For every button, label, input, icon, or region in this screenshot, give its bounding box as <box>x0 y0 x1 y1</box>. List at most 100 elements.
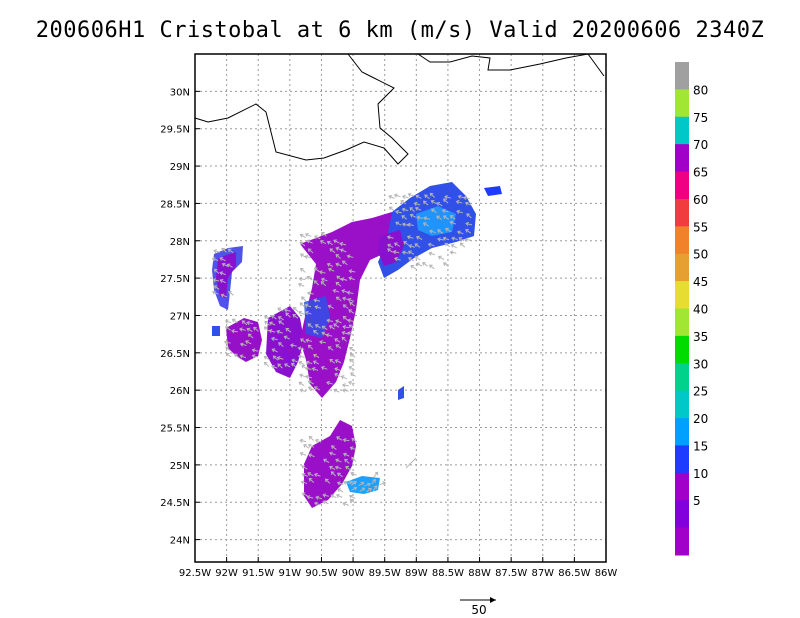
wind-vector <box>299 278 306 281</box>
wind-vector <box>349 359 355 364</box>
wind-vector-head <box>213 249 217 254</box>
lon-tick-label: 86W <box>595 568 618 579</box>
wind-vector <box>465 202 472 206</box>
wind-vector-head <box>408 250 412 255</box>
lon-tick-label: 88W <box>468 568 491 579</box>
wind-vector-head <box>221 247 225 252</box>
wind-vector <box>343 316 349 321</box>
wind-vector <box>219 272 226 276</box>
wind-vector <box>415 195 422 199</box>
wind-vector <box>273 355 279 361</box>
wind-vector <box>336 275 343 281</box>
wind-vector <box>437 229 444 234</box>
wind-vector <box>313 330 319 335</box>
wind-vector <box>271 337 278 341</box>
wind-vector <box>394 257 401 261</box>
wind-vector <box>222 263 229 267</box>
wind-vector <box>358 481 364 487</box>
wind-vector <box>248 333 254 339</box>
wind-vector-head <box>348 380 352 385</box>
wind-vector <box>305 233 312 237</box>
wind-vector-head <box>387 248 391 252</box>
wind-vector <box>305 304 312 308</box>
wind-vector-head <box>245 340 249 345</box>
wind-vector <box>300 338 306 343</box>
wind-vector-head <box>228 291 232 295</box>
wind-vector-head <box>330 494 335 498</box>
wind-vector <box>285 328 292 333</box>
wind-vector <box>350 372 357 377</box>
lon-tick-label: 87W <box>531 568 554 579</box>
wind-vector-head <box>346 290 351 295</box>
wind-vector-head <box>373 485 378 490</box>
wind-vector-head <box>263 355 268 360</box>
wind-vector-head <box>342 296 346 301</box>
wind-vector <box>460 242 466 248</box>
wind-vector-head <box>335 246 340 251</box>
wind-vector-head <box>333 323 337 328</box>
wind-vector-head <box>349 499 354 503</box>
wind-vector-head <box>308 435 313 440</box>
wind-vector <box>300 268 306 273</box>
wind-vector <box>336 296 342 302</box>
wind-vector-head <box>341 383 346 388</box>
wind-vector-head <box>465 221 470 227</box>
wind-vector-head <box>449 215 454 219</box>
colorbar-swatch <box>675 527 689 556</box>
lat-tick-label: 27N <box>170 311 190 322</box>
wind-vector <box>319 341 326 344</box>
wind-vector-head <box>368 487 372 492</box>
wind-vector <box>212 291 219 295</box>
wind-vector <box>221 294 228 298</box>
wind-vector-head <box>372 478 376 483</box>
wind-vector-head <box>227 248 232 253</box>
wind-vector <box>314 299 321 302</box>
wind-vector <box>436 215 443 221</box>
wind-vector-head <box>305 360 310 365</box>
wind-vector-head <box>395 209 399 215</box>
wind-vector <box>328 268 335 272</box>
wind-vector-head <box>306 239 311 244</box>
colorbar-swatch <box>675 445 689 474</box>
wind-vector <box>284 336 290 340</box>
wind-vector-head <box>327 346 332 350</box>
colorbar-label: 65 <box>693 166 708 180</box>
wind-vector-head <box>304 303 309 308</box>
wind-vector-head <box>456 209 460 214</box>
colorbar-label: 75 <box>693 111 708 125</box>
wind-vector-head <box>253 326 257 331</box>
wind-vector <box>234 353 240 359</box>
wind-vector-head <box>314 438 319 443</box>
wind-vector <box>276 330 283 334</box>
wind-vector <box>308 454 315 458</box>
wind-vector <box>240 355 247 359</box>
wind-vector-head <box>299 438 304 443</box>
wind-vector-head <box>400 200 405 204</box>
wind-vector-head <box>301 465 306 469</box>
colorbar-swatch <box>675 281 689 309</box>
wind-vector-head <box>221 262 226 267</box>
wind-vector-head <box>299 451 304 456</box>
wind-vector <box>350 472 357 476</box>
wind-vector-head <box>402 194 406 199</box>
wind-vector-head <box>442 215 447 220</box>
wind-vector <box>347 255 354 258</box>
wind-vector-head <box>212 278 217 283</box>
wind-vector <box>325 478 331 484</box>
wind-vector <box>463 196 470 200</box>
wind-vector-head <box>320 281 325 285</box>
wind-vector <box>299 241 306 247</box>
wind-vector <box>305 375 312 379</box>
wind-vector <box>305 339 312 342</box>
wind-vector <box>225 346 231 352</box>
wind-vector-head <box>264 320 268 325</box>
wind-vector-head <box>351 456 355 461</box>
colorbar-label: 15 <box>693 439 708 453</box>
wind-vector-head <box>231 329 235 334</box>
colorbar-swatch <box>675 335 689 364</box>
echo-region-left-narrow-core <box>216 252 236 298</box>
wind-vector <box>308 386 315 391</box>
wind-vector <box>402 251 409 254</box>
wind-vector <box>307 292 314 295</box>
colorbar-swatch <box>675 198 689 227</box>
